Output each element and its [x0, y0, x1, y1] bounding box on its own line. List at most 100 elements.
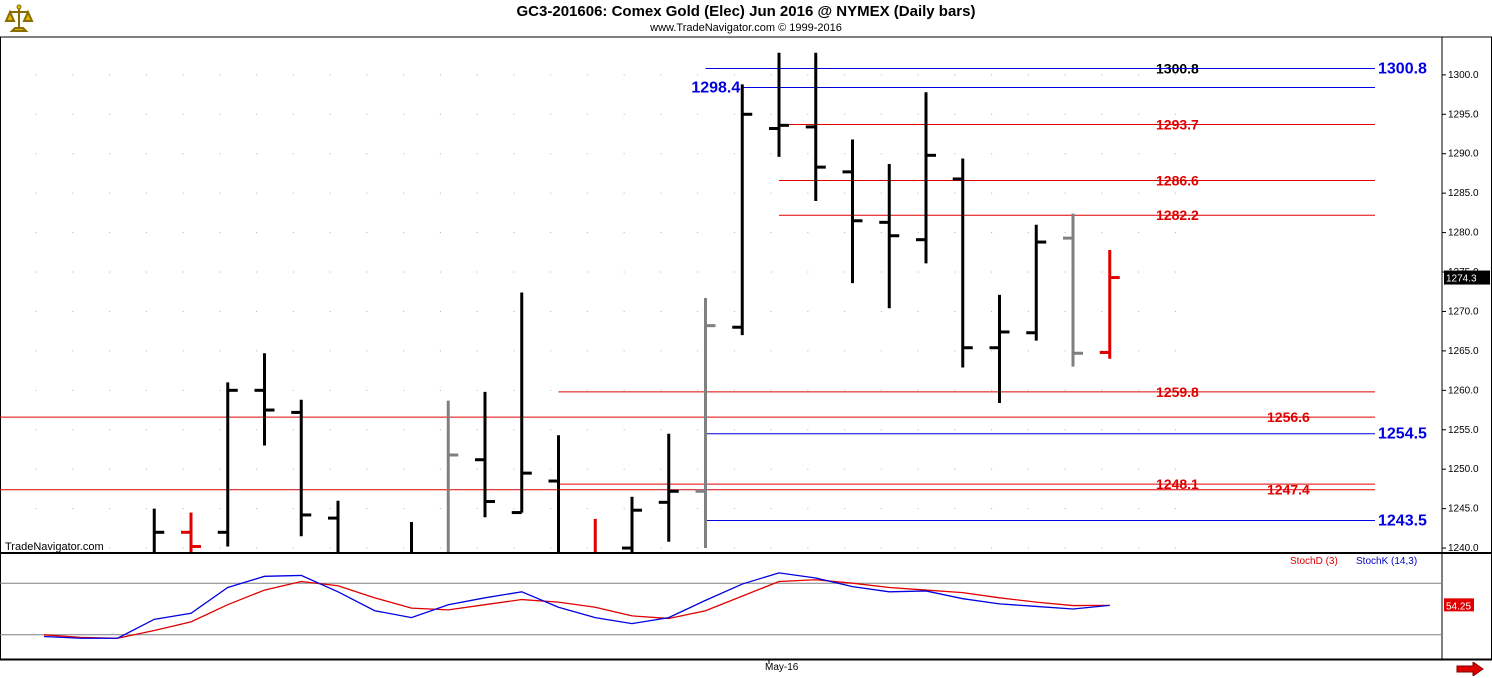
grid-dot	[219, 271, 221, 273]
scroll-right-arrow-icon[interactable]	[1456, 662, 1484, 676]
grid-dot	[1138, 113, 1140, 115]
grid-dot	[954, 389, 956, 391]
grid-dot	[1174, 429, 1176, 431]
grid-dot	[72, 468, 74, 470]
grid-dot	[403, 468, 405, 470]
grid-dot	[35, 74, 37, 76]
grid-dot	[844, 232, 846, 234]
level-label: 1254.5	[1378, 426, 1427, 443]
grid-dot	[256, 547, 258, 549]
grid-dot	[991, 429, 993, 431]
grid-dot	[770, 113, 772, 115]
grid-dot	[439, 153, 441, 155]
grid-dot	[1101, 232, 1103, 234]
grid-dot	[1101, 429, 1103, 431]
grid-dot	[1027, 547, 1029, 549]
ohlc-bar	[695, 298, 716, 549]
grid-dot	[1027, 350, 1029, 352]
grid-dot	[697, 429, 699, 431]
grid-dot	[954, 310, 956, 312]
y-tick-label: 1280.0	[1448, 228, 1479, 239]
grid-dot	[586, 389, 588, 391]
grid-dot	[513, 429, 515, 431]
grid-dot	[697, 508, 699, 510]
grid-dot	[1064, 350, 1066, 352]
grid-dot	[586, 113, 588, 115]
y-tick-label: 1285.0	[1448, 188, 1479, 199]
grid-dot	[623, 468, 625, 470]
grid-dot	[623, 271, 625, 273]
grid-dot	[697, 310, 699, 312]
grid-dot	[366, 547, 368, 549]
grid-dot	[109, 192, 111, 194]
grid-dot	[1027, 113, 1029, 115]
grid-dot	[623, 350, 625, 352]
grid-dot	[586, 429, 588, 431]
grid-dot	[623, 153, 625, 155]
grid-dot	[807, 113, 809, 115]
ohlc-bar	[1099, 249, 1120, 359]
grid-dot	[513, 350, 515, 352]
grid-dot	[476, 310, 478, 312]
grid-dot	[807, 310, 809, 312]
grid-dot	[807, 74, 809, 76]
grid-dot	[1174, 271, 1176, 273]
ohlc-bar	[217, 382, 238, 547]
grid-dot	[145, 468, 147, 470]
y-tick-label: 1265.0	[1448, 346, 1479, 357]
grid-dot	[586, 192, 588, 194]
grid-dot	[1101, 192, 1103, 194]
y-tick-label: 1290.0	[1448, 149, 1479, 160]
grid-dot	[403, 350, 405, 352]
grid-dot	[1027, 389, 1029, 391]
grid-dot	[256, 113, 258, 115]
grid-dot	[182, 508, 184, 510]
grid-dot	[991, 389, 993, 391]
grid-dot	[954, 113, 956, 115]
grid-dot	[182, 74, 184, 76]
grid-dot	[733, 153, 735, 155]
grid-dot	[256, 508, 258, 510]
grid-dot	[917, 271, 919, 273]
grid-dot	[1138, 192, 1140, 194]
grid-dot	[329, 74, 331, 76]
grid-dot	[1174, 232, 1176, 234]
grid-dot	[1064, 508, 1066, 510]
grid-dot	[366, 389, 368, 391]
grid-dot	[145, 310, 147, 312]
grid-dot	[292, 74, 294, 76]
grid-dot	[807, 232, 809, 234]
grid-dot	[439, 468, 441, 470]
level-label: 1259.8	[1156, 384, 1199, 400]
ohlc-bar	[328, 500, 340, 552]
grid-dot	[1138, 350, 1140, 352]
grid-dot	[770, 508, 772, 510]
ohlc-bar	[1026, 224, 1047, 341]
grid-dot	[403, 271, 405, 273]
stoch-last-label: 54.25	[1446, 601, 1471, 612]
grid-dot	[807, 350, 809, 352]
grid-dot	[1138, 310, 1140, 312]
grid-dot	[292, 192, 294, 194]
grid-dot	[991, 508, 993, 510]
grid-dot	[807, 153, 809, 155]
grid-dot	[697, 74, 699, 76]
grid-dot	[697, 113, 699, 115]
grid-dot	[256, 310, 258, 312]
grid-dot	[109, 350, 111, 352]
grid-dot	[476, 232, 478, 234]
y-tick-label: 1260.0	[1448, 385, 1479, 396]
grid-dot	[366, 113, 368, 115]
grid-dot	[1064, 232, 1066, 234]
grid-dot	[109, 153, 111, 155]
grid-dot	[219, 113, 221, 115]
grid-dot	[476, 468, 478, 470]
ohlc-bar	[181, 512, 201, 552]
grid-dot	[439, 113, 441, 115]
grid-dot	[366, 153, 368, 155]
ohlc-bar	[658, 433, 679, 542]
grid-dot	[145, 429, 147, 431]
grid-dot	[880, 232, 882, 234]
grid-dot	[550, 350, 552, 352]
grid-dot	[182, 389, 184, 391]
